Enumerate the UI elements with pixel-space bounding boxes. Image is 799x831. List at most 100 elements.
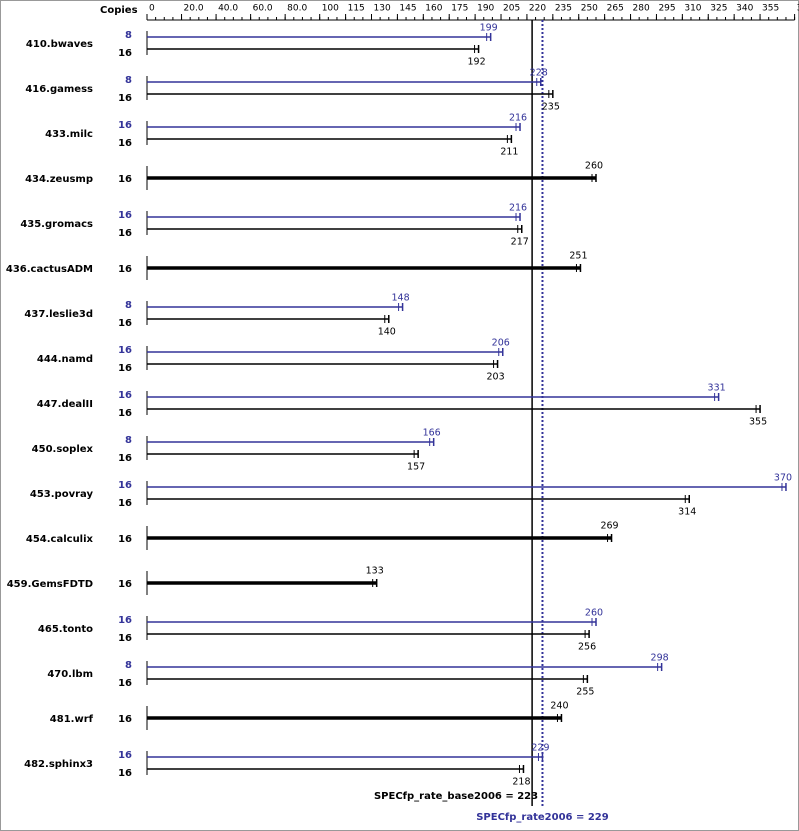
reference-label: SPECfp_rate2006 = 229 bbox=[476, 812, 609, 823]
x-tick-label: 310 bbox=[684, 4, 701, 14]
benchmark-label: 410.bwaves bbox=[26, 39, 93, 50]
copies-label: 16 bbox=[118, 615, 132, 626]
copies-label: 16 bbox=[118, 498, 132, 509]
copies-header: Copies bbox=[100, 5, 138, 16]
copies-label: 16 bbox=[118, 678, 132, 689]
value-label: 148 bbox=[392, 293, 410, 304]
x-tick-label: 175 bbox=[451, 4, 468, 14]
x-tick-label: 280 bbox=[633, 4, 650, 14]
x-tick-label: 100 bbox=[322, 4, 339, 14]
copies-label: 16 bbox=[118, 48, 132, 59]
benchmark-label: 436.cactusADM bbox=[6, 264, 93, 275]
x-tick-label: 205 bbox=[503, 4, 520, 14]
x-tick-label: 20.0 bbox=[184, 4, 204, 14]
copies-label: 16 bbox=[118, 480, 132, 491]
x-tick-label: 190 bbox=[477, 4, 494, 14]
benchmark-label: 434.zeusmp bbox=[25, 174, 93, 185]
value-label: 260 bbox=[585, 608, 603, 619]
x-tick-label: 235 bbox=[555, 4, 572, 14]
x-tick-label: 375 bbox=[797, 4, 799, 14]
benchmark-label: 437.leslie3d bbox=[24, 309, 93, 320]
benchmark-label: 482.sphinx3 bbox=[24, 759, 93, 770]
copies-label: 8 bbox=[125, 75, 132, 86]
benchmark-label: 481.wrf bbox=[50, 714, 94, 725]
value-label: 370 bbox=[774, 473, 792, 484]
value-label: 216 bbox=[509, 113, 527, 124]
benchmark-label: 470.lbm bbox=[47, 669, 93, 680]
x-tick-label: 220 bbox=[529, 4, 546, 14]
value-label: 235 bbox=[542, 102, 560, 113]
copies-label: 16 bbox=[118, 210, 132, 221]
benchmark-label: 453.povray bbox=[30, 489, 94, 500]
value-label: 331 bbox=[708, 383, 726, 394]
reference-label: SPECfp_rate_base2006 = 223 bbox=[374, 791, 538, 802]
value-label: 298 bbox=[651, 653, 669, 664]
copies-label: 8 bbox=[125, 435, 132, 446]
copies-label: 16 bbox=[118, 138, 132, 149]
x-tick-label: 40.0 bbox=[218, 4, 238, 14]
copies-label: 16 bbox=[118, 264, 132, 275]
copies-label: 16 bbox=[118, 534, 132, 545]
copies-label: 8 bbox=[125, 300, 132, 311]
value-label: 228 bbox=[530, 68, 548, 79]
copies-label: 8 bbox=[125, 660, 132, 671]
copies-label: 16 bbox=[118, 318, 132, 329]
x-tick-label: 250 bbox=[581, 4, 598, 14]
copies-label: 8 bbox=[125, 30, 132, 41]
benchmark-label: 465.tonto bbox=[38, 624, 93, 635]
value-label: 269 bbox=[600, 521, 618, 532]
copies-label: 16 bbox=[118, 714, 132, 725]
copies-label: 16 bbox=[118, 579, 132, 590]
x-tick-label: 160 bbox=[425, 4, 442, 14]
value-label: 203 bbox=[486, 372, 504, 383]
benchmark-label: 433.milc bbox=[45, 129, 93, 140]
x-tick-label: 0 bbox=[149, 4, 155, 14]
x-tick-label: 130 bbox=[374, 4, 391, 14]
benchmark-label: 459.GemsFDTD bbox=[7, 579, 93, 590]
copies-label: 16 bbox=[118, 120, 132, 131]
copies-label: 16 bbox=[118, 633, 132, 644]
value-label: 355 bbox=[749, 417, 767, 428]
value-label: 166 bbox=[423, 428, 441, 439]
x-tick-label: 265 bbox=[607, 4, 624, 14]
value-label: 140 bbox=[378, 327, 396, 338]
x-tick-label: 115 bbox=[348, 4, 365, 14]
value-label: 206 bbox=[492, 338, 510, 349]
benchmark-label: 447.dealII bbox=[37, 399, 93, 410]
value-label: 260 bbox=[585, 161, 603, 172]
x-tick-label: 295 bbox=[658, 4, 675, 14]
benchmark-label: 435.gromacs bbox=[20, 219, 93, 230]
value-label: 218 bbox=[512, 777, 530, 788]
x-tick-label: 80.0 bbox=[287, 4, 307, 14]
copies-label: 16 bbox=[118, 345, 132, 356]
x-tick-label: 60.0 bbox=[253, 4, 273, 14]
value-label: 192 bbox=[468, 57, 486, 68]
value-label: 255 bbox=[576, 687, 594, 698]
benchmark-label: 444.namd bbox=[37, 354, 93, 365]
x-tick-label: 340 bbox=[736, 4, 753, 14]
copies-label: 16 bbox=[118, 408, 132, 419]
copies-label: 16 bbox=[118, 174, 132, 185]
copies-label: 16 bbox=[118, 390, 132, 401]
value-label: 256 bbox=[578, 642, 596, 653]
value-label: 157 bbox=[407, 462, 425, 473]
benchmark-label: 450.soplex bbox=[32, 444, 94, 455]
value-label: 314 bbox=[678, 507, 696, 518]
x-tick-label: 355 bbox=[762, 4, 779, 14]
x-tick-label: 145 bbox=[399, 4, 416, 14]
value-label: 251 bbox=[569, 251, 587, 262]
value-label: 211 bbox=[500, 147, 518, 158]
benchmark-label: 416.gamess bbox=[25, 84, 93, 95]
copies-label: 16 bbox=[118, 750, 132, 761]
copies-label: 16 bbox=[118, 228, 132, 239]
copies-label: 16 bbox=[118, 93, 132, 104]
value-label: 133 bbox=[366, 566, 384, 577]
copies-label: 16 bbox=[118, 453, 132, 464]
benchmark-label: 454.calculix bbox=[26, 534, 94, 545]
x-tick-label: 325 bbox=[710, 4, 727, 14]
value-label: 199 bbox=[480, 23, 498, 34]
value-label: 240 bbox=[550, 701, 568, 712]
value-label: 229 bbox=[531, 743, 549, 754]
value-label: 216 bbox=[509, 203, 527, 214]
